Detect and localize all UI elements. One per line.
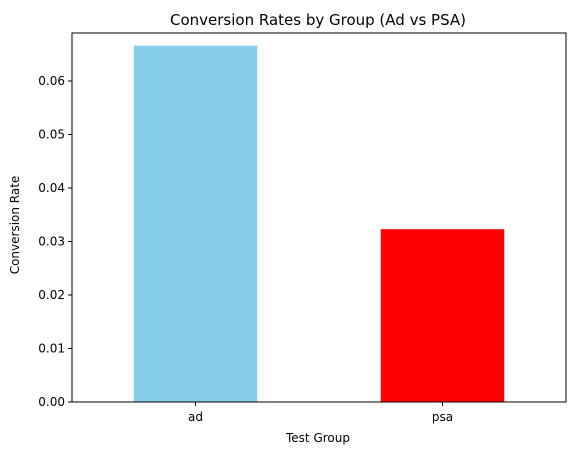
- chart-title: Conversion Rates by Group (Ad vs PSA): [170, 11, 466, 29]
- y-tick-label: 0.05: [38, 127, 65, 141]
- y-tick-label: 0.02: [38, 288, 65, 302]
- y-tick-label: 0.04: [38, 181, 65, 195]
- x-tick-label-ad: ad: [188, 410, 203, 424]
- y-tick-label: 0.03: [38, 234, 65, 248]
- plot-area: 0.00 0.01 0.02 0.03 0.04 0.05 0.06 ad psa: [38, 32, 567, 424]
- bar-psa: [380, 229, 505, 402]
- bar-ad: [133, 45, 258, 402]
- plot-frame: [71, 32, 567, 403]
- y-tick-label: 0.06: [38, 74, 65, 88]
- y-axis-label: Conversion Rate: [8, 176, 22, 275]
- y-tick-label: 0.00: [38, 395, 65, 409]
- x-axis: ad psa: [188, 402, 453, 424]
- y-axis: 0.00 0.01 0.02 0.03 0.04 0.05 0.06: [38, 74, 72, 409]
- bars: [133, 45, 505, 402]
- x-axis-label: Test Group: [285, 431, 350, 445]
- x-tick-label-psa: psa: [432, 410, 453, 424]
- y-tick-label: 0.01: [38, 341, 65, 355]
